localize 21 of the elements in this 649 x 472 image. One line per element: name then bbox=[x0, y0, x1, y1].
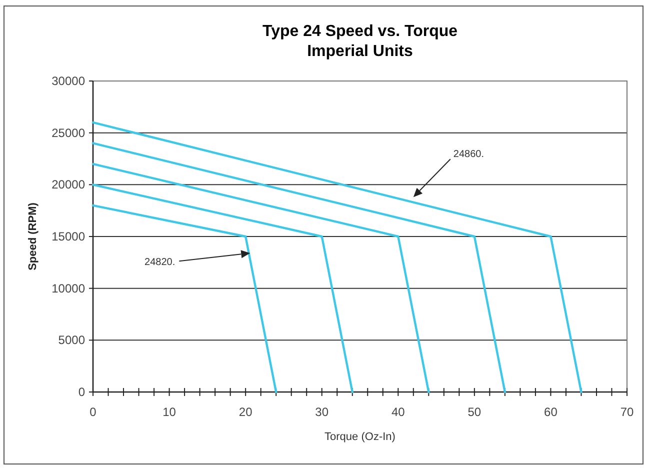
x-tick-label: 40 bbox=[391, 405, 406, 419]
chart-subtitle: Imperial Units bbox=[307, 43, 413, 60]
chart-title: Type 24 Speed vs. Torque bbox=[262, 23, 458, 40]
x-tick-label: 30 bbox=[315, 405, 329, 419]
x-tick-label: 70 bbox=[620, 405, 634, 419]
annotation: 24820. bbox=[144, 257, 176, 268]
x-tick-label: 10 bbox=[162, 405, 176, 419]
annotation: 24860. bbox=[453, 149, 484, 160]
x-tick-label: 20 bbox=[238, 405, 253, 419]
y-tick-label: 30000 bbox=[52, 74, 86, 88]
y-tick-label: 0 bbox=[78, 385, 86, 399]
y-axis-title: Speed (RPM) bbox=[27, 202, 39, 270]
y-tick-label: 20000 bbox=[52, 178, 86, 192]
x-tick-label: 50 bbox=[468, 405, 482, 419]
y-tick-label: 10000 bbox=[52, 281, 86, 296]
x-tick-label: 0 bbox=[90, 405, 97, 419]
x-tick-label: 60 bbox=[544, 405, 558, 419]
x-axis-title: Torque (Oz-In) bbox=[324, 431, 396, 443]
y-tick-label: 15000 bbox=[52, 230, 86, 244]
y-tick-label: 25000 bbox=[52, 126, 86, 140]
y-tick-label: 5000 bbox=[58, 333, 86, 348]
